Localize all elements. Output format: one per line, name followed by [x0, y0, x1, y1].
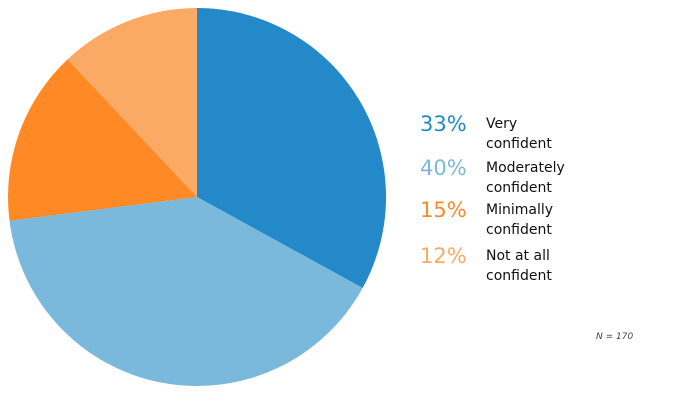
pie-slice-minimally-confident	[7, 59, 197, 221]
pie-slice-not-at-all-confident	[67, 8, 197, 197]
pie-slice-moderately-confident	[9, 197, 363, 386]
legend-percent: 15%	[420, 198, 467, 222]
pie-slice-very-confident	[197, 8, 386, 289]
sample-size-note: N = 170	[596, 332, 634, 342]
legend-percent: 33%	[420, 112, 467, 136]
pie-chart	[7, 8, 386, 386]
legend-label: Not at all confident	[486, 248, 552, 284]
legend-label: Minimally confident	[486, 202, 554, 238]
legend-percent: 40%	[420, 156, 467, 180]
legend-label: Moderately confident	[486, 160, 565, 196]
legend-percent: 12%	[420, 244, 467, 268]
legend-label: Very confident	[486, 116, 552, 152]
